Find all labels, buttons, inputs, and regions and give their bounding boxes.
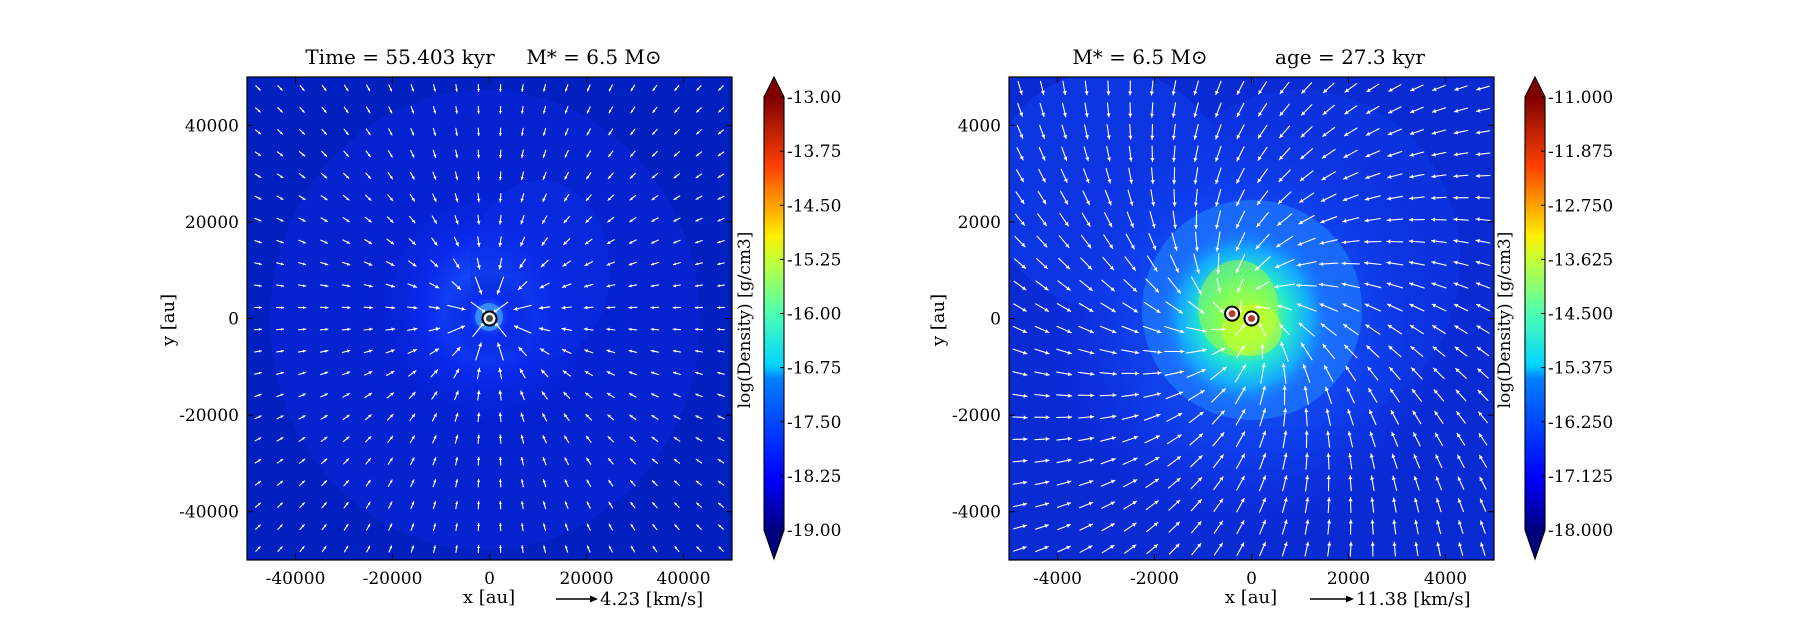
colorbar-tick-label: -14.500 [1548, 305, 1613, 325]
left-panel: Time = 55.403 kyr M* = 6.5 M⊙ -40000 -200… [158, 45, 841, 610]
y-tick-label: -40000 [179, 503, 239, 523]
left-title-mass: M* = 6.5 M⊙ [526, 45, 661, 69]
colorbar-tick-label: -15.25 [787, 250, 841, 270]
x-tick-label: 0 [484, 569, 495, 589]
right-colorbar: -11.000 -11.875 -12.750 -13.625 -14.500 -15.3… [1495, 77, 1613, 559]
right-colorbar-ticks: -11.000 -11.875 -12.750 -13.625 -14.500 -15.3… [1541, 88, 1613, 541]
y-tick-label: 0 [228, 310, 239, 330]
left-ylabel: y [au] [158, 294, 179, 347]
y-tick-label: 0 [990, 310, 1001, 330]
left-density-map [247, 77, 732, 560]
y-tick-label: 4000 [958, 116, 1001, 136]
x-tick-label: -40000 [266, 569, 326, 589]
x-tick-label: -20000 [363, 569, 423, 589]
left-sink-particles [483, 312, 497, 326]
colorbar-tick-label: -15.375 [1548, 359, 1613, 379]
left-colorbar-top-extension [764, 77, 784, 97]
x-tick-label: -2000 [1130, 569, 1179, 589]
left-title-time: Time = 55.403 kyr [305, 45, 495, 69]
colorbar-tick-label: -16.250 [1548, 413, 1613, 433]
left-velocity-key-label: 4.23 [km/s] [600, 589, 703, 610]
colorbar-tick-label: -18.000 [1548, 521, 1613, 541]
colorbar-tick-label: -18.25 [787, 467, 841, 487]
y-tick-label: 20000 [185, 213, 239, 233]
colorbar-tick-label: -11.875 [1548, 142, 1613, 162]
left-colorbar-bottom-extension [764, 530, 784, 559]
y-tick-label: -4000 [952, 503, 1001, 523]
y-tick-label: 2000 [958, 213, 1001, 233]
sink-particle-core [486, 315, 493, 322]
left-colorbar: -13.00 -13.75 -14.50 -15.25 -16.00 -16.75 -17.… [735, 77, 841, 559]
colorbar-tick-label: -17.50 [787, 413, 841, 433]
left-colorbar-ticks: -13.00 -13.75 -14.50 -15.25 -16.00 -16.75 -17.… [780, 88, 841, 541]
colorbar-tick-label: -19.00 [787, 521, 841, 541]
left-velocity-key: 4.23 [km/s] [556, 589, 703, 610]
colorbar-tick-label: -13.00 [787, 88, 841, 108]
colorbar-tick-label: -11.000 [1548, 88, 1613, 108]
sink-particle-core [1229, 310, 1236, 317]
right-colorbar-bottom-extension [1525, 530, 1545, 559]
colorbar-tick-label: -14.50 [787, 196, 841, 216]
colorbar-tick-label: -16.75 [787, 359, 841, 379]
right-colorbar-label: log(Density) [g/cm3] [1495, 232, 1515, 409]
x-tick-label: -4000 [1033, 569, 1082, 589]
right-panel: M* = 6.5 M⊙ age = 27.3 kyr -4000 -2000 0 20… [928, 45, 1613, 610]
right-title-mass: M* = 6.5 M⊙ [1072, 45, 1207, 69]
right-ylabel: y [au] [928, 294, 949, 347]
right-density-map [990, 70, 1494, 560]
right-xlabel: x [au] [1225, 587, 1277, 608]
right-velocity-key-label: 11.38 [km/s] [1356, 589, 1471, 610]
colorbar-tick-label: -13.625 [1548, 250, 1613, 270]
colorbar-tick-label: -13.75 [787, 142, 841, 162]
left-key-arrowhead [590, 596, 598, 603]
right-title-age: age = 27.3 kyr [1275, 45, 1425, 69]
x-tick-label: 2000 [1327, 569, 1370, 589]
right-colorbar-top-extension [1525, 77, 1545, 97]
x-tick-label: 4000 [1424, 569, 1467, 589]
x-tick-label: 40000 [656, 569, 710, 589]
colorbar-tick-label: -16.00 [787, 305, 841, 325]
x-tick-label: 20000 [559, 569, 613, 589]
y-tick-label: 40000 [185, 116, 239, 136]
right-velocity-key: 11.38 [km/s] [1310, 589, 1471, 610]
right-key-arrowhead [1346, 596, 1354, 603]
sink-particle-core [1248, 315, 1255, 322]
left-xlabel: x [au] [463, 587, 515, 608]
y-tick-label: -2000 [952, 406, 1001, 426]
y-tick-label: -20000 [179, 406, 239, 426]
left-colorbar-label: log(Density) [g/cm3] [735, 232, 755, 409]
x-tick-label: 0 [1246, 569, 1257, 589]
colorbar-tick-label: -17.125 [1548, 467, 1613, 487]
colorbar-tick-label: -12.750 [1548, 196, 1613, 216]
